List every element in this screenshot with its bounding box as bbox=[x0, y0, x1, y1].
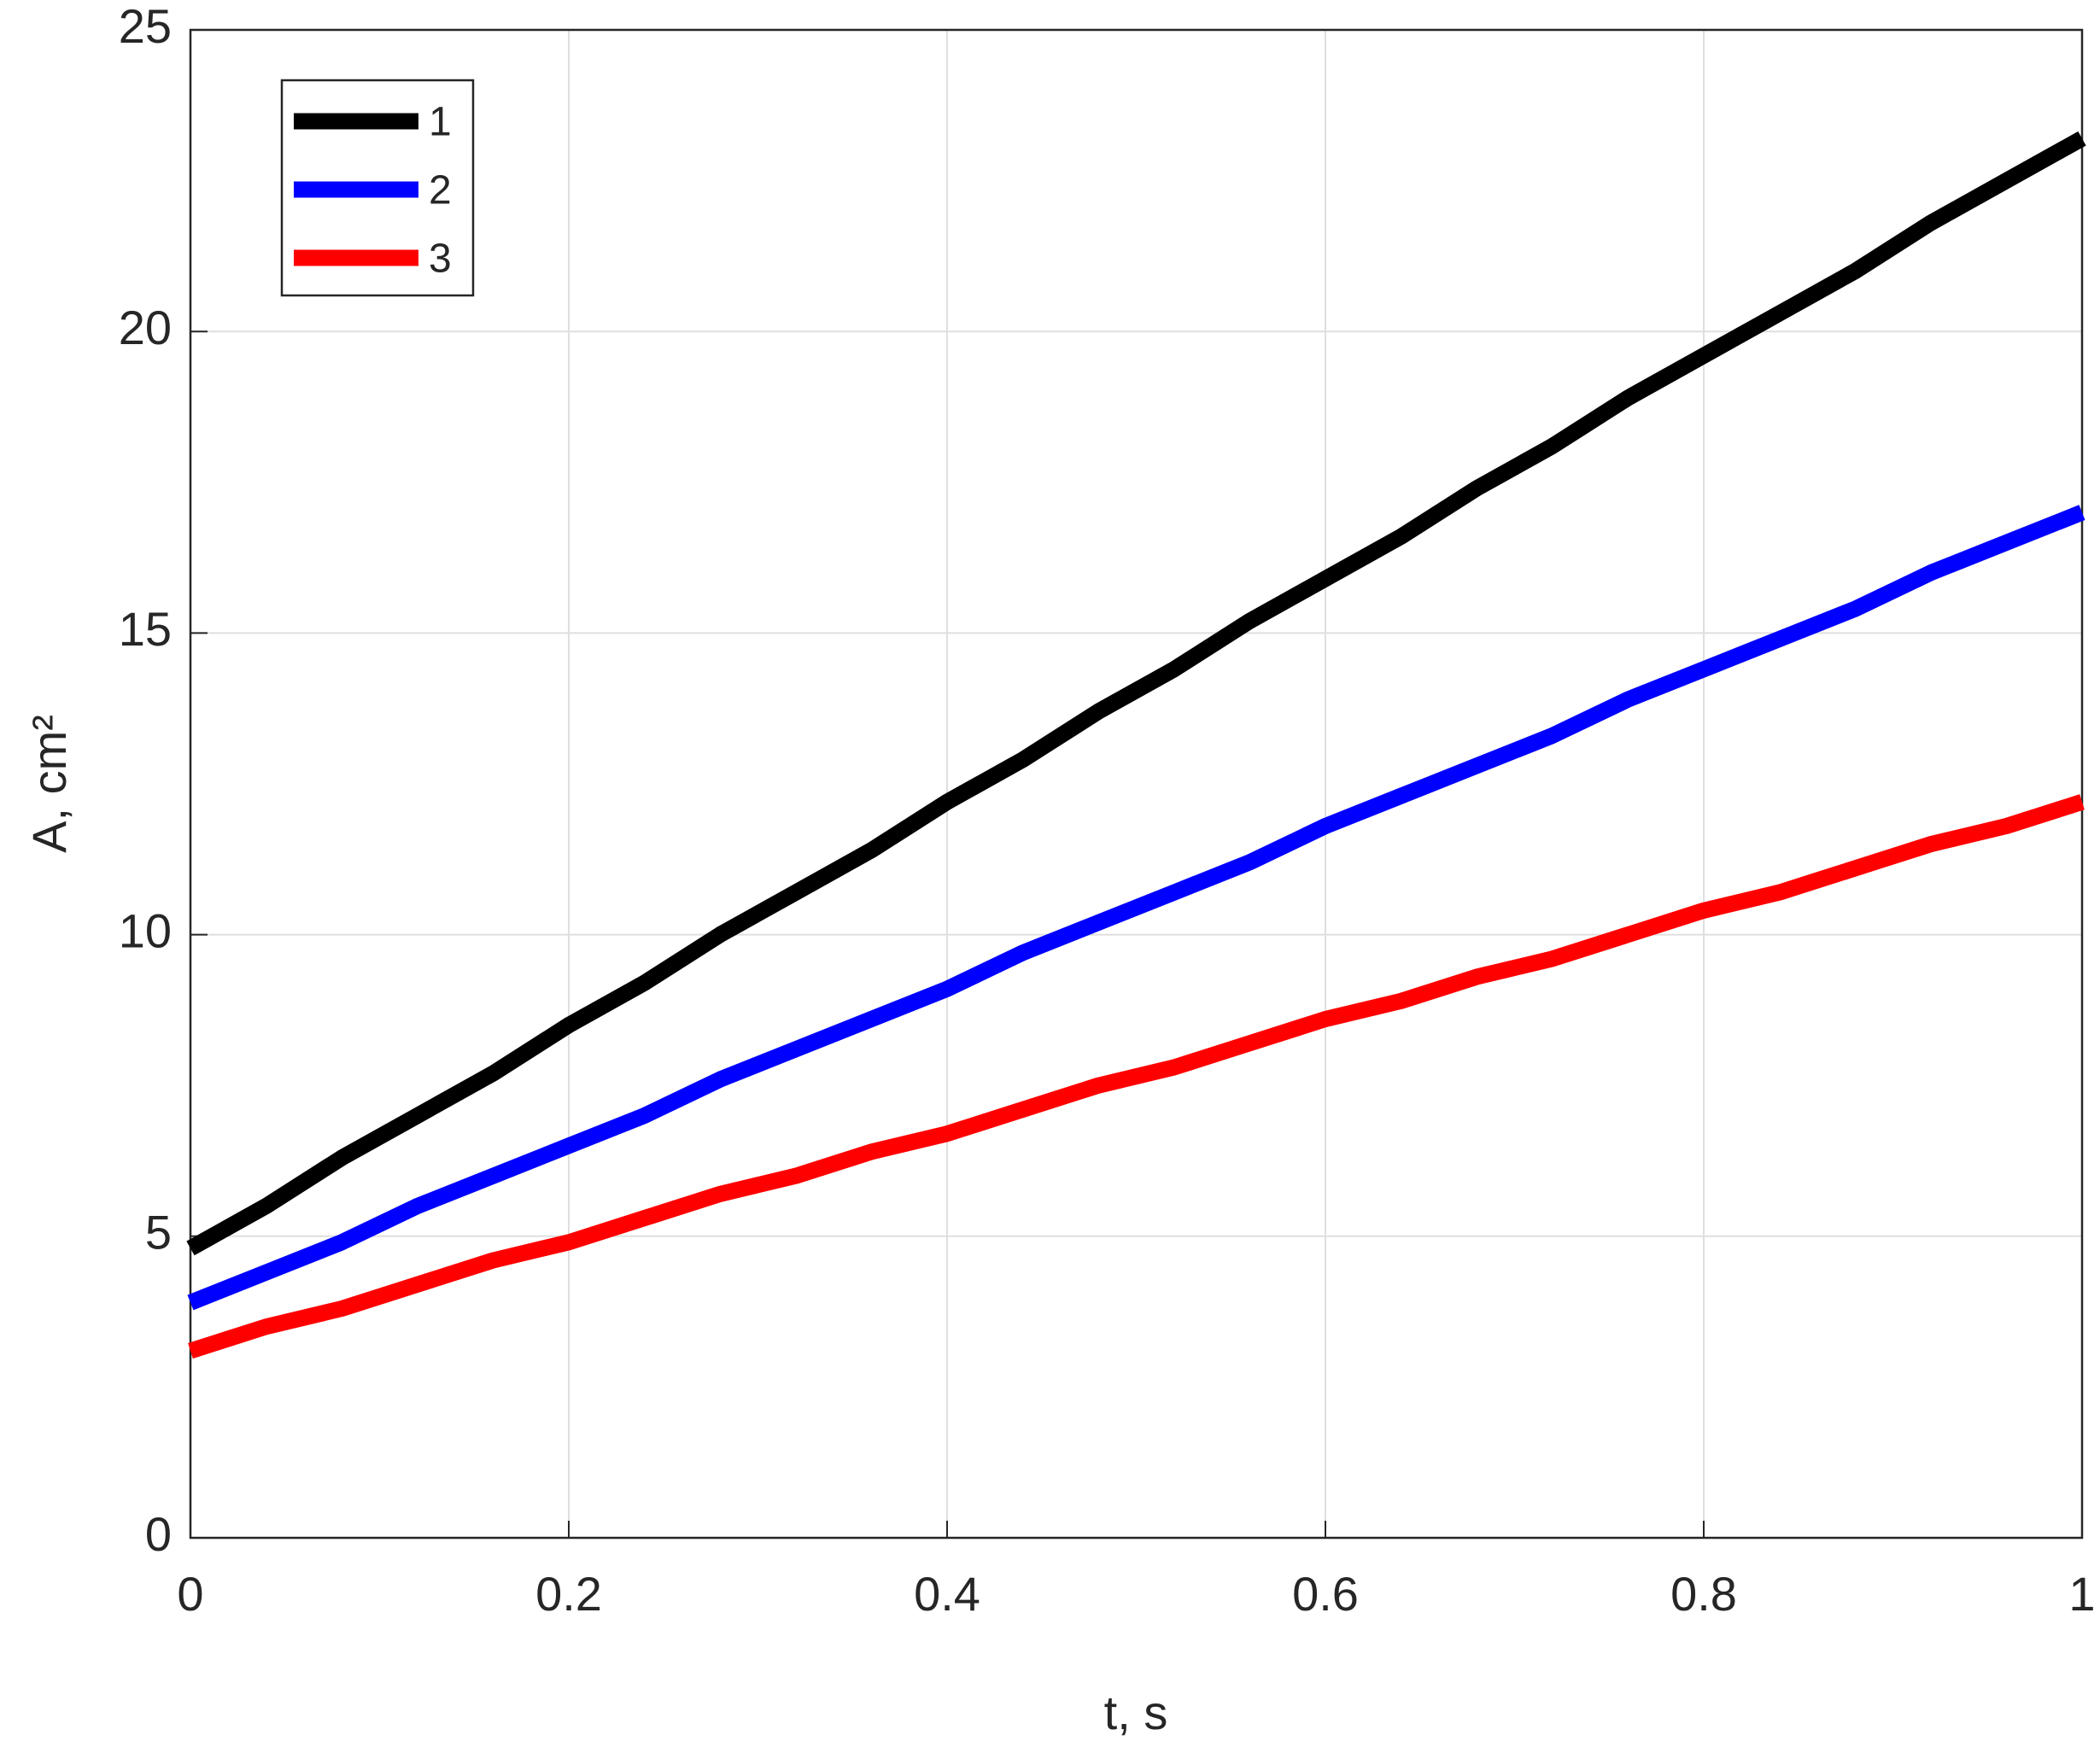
x-tick-label: 0.6 bbox=[1292, 1567, 1359, 1621]
y-tick-label: 15 bbox=[119, 602, 172, 656]
x-tick-label: 0 bbox=[177, 1567, 203, 1621]
legend-label: 2 bbox=[429, 168, 452, 213]
x-tick-label: 0.8 bbox=[1670, 1567, 1737, 1621]
x-axis-label: t, s bbox=[1104, 1686, 1168, 1739]
line-series bbox=[186, 131, 2086, 1256]
x-tick-label: 0.4 bbox=[914, 1567, 980, 1621]
y-tick-label: 25 bbox=[119, 0, 172, 53]
legend-label: 3 bbox=[429, 237, 452, 282]
y-tick-label: 5 bbox=[145, 1206, 172, 1259]
line-series bbox=[188, 794, 2085, 1359]
x-tick-label: 1 bbox=[2068, 1567, 2095, 1621]
y-tick-label: 10 bbox=[119, 903, 172, 957]
plot-frame bbox=[189, 28, 2084, 1540]
legend-label: 1 bbox=[429, 100, 452, 145]
y-tick-label: 0 bbox=[145, 1507, 172, 1561]
y-tick-label: 20 bbox=[119, 301, 172, 354]
y-axis-label: A, cm² bbox=[22, 715, 76, 853]
x-tick-label: 0.2 bbox=[535, 1567, 602, 1621]
line-series bbox=[187, 505, 2085, 1311]
